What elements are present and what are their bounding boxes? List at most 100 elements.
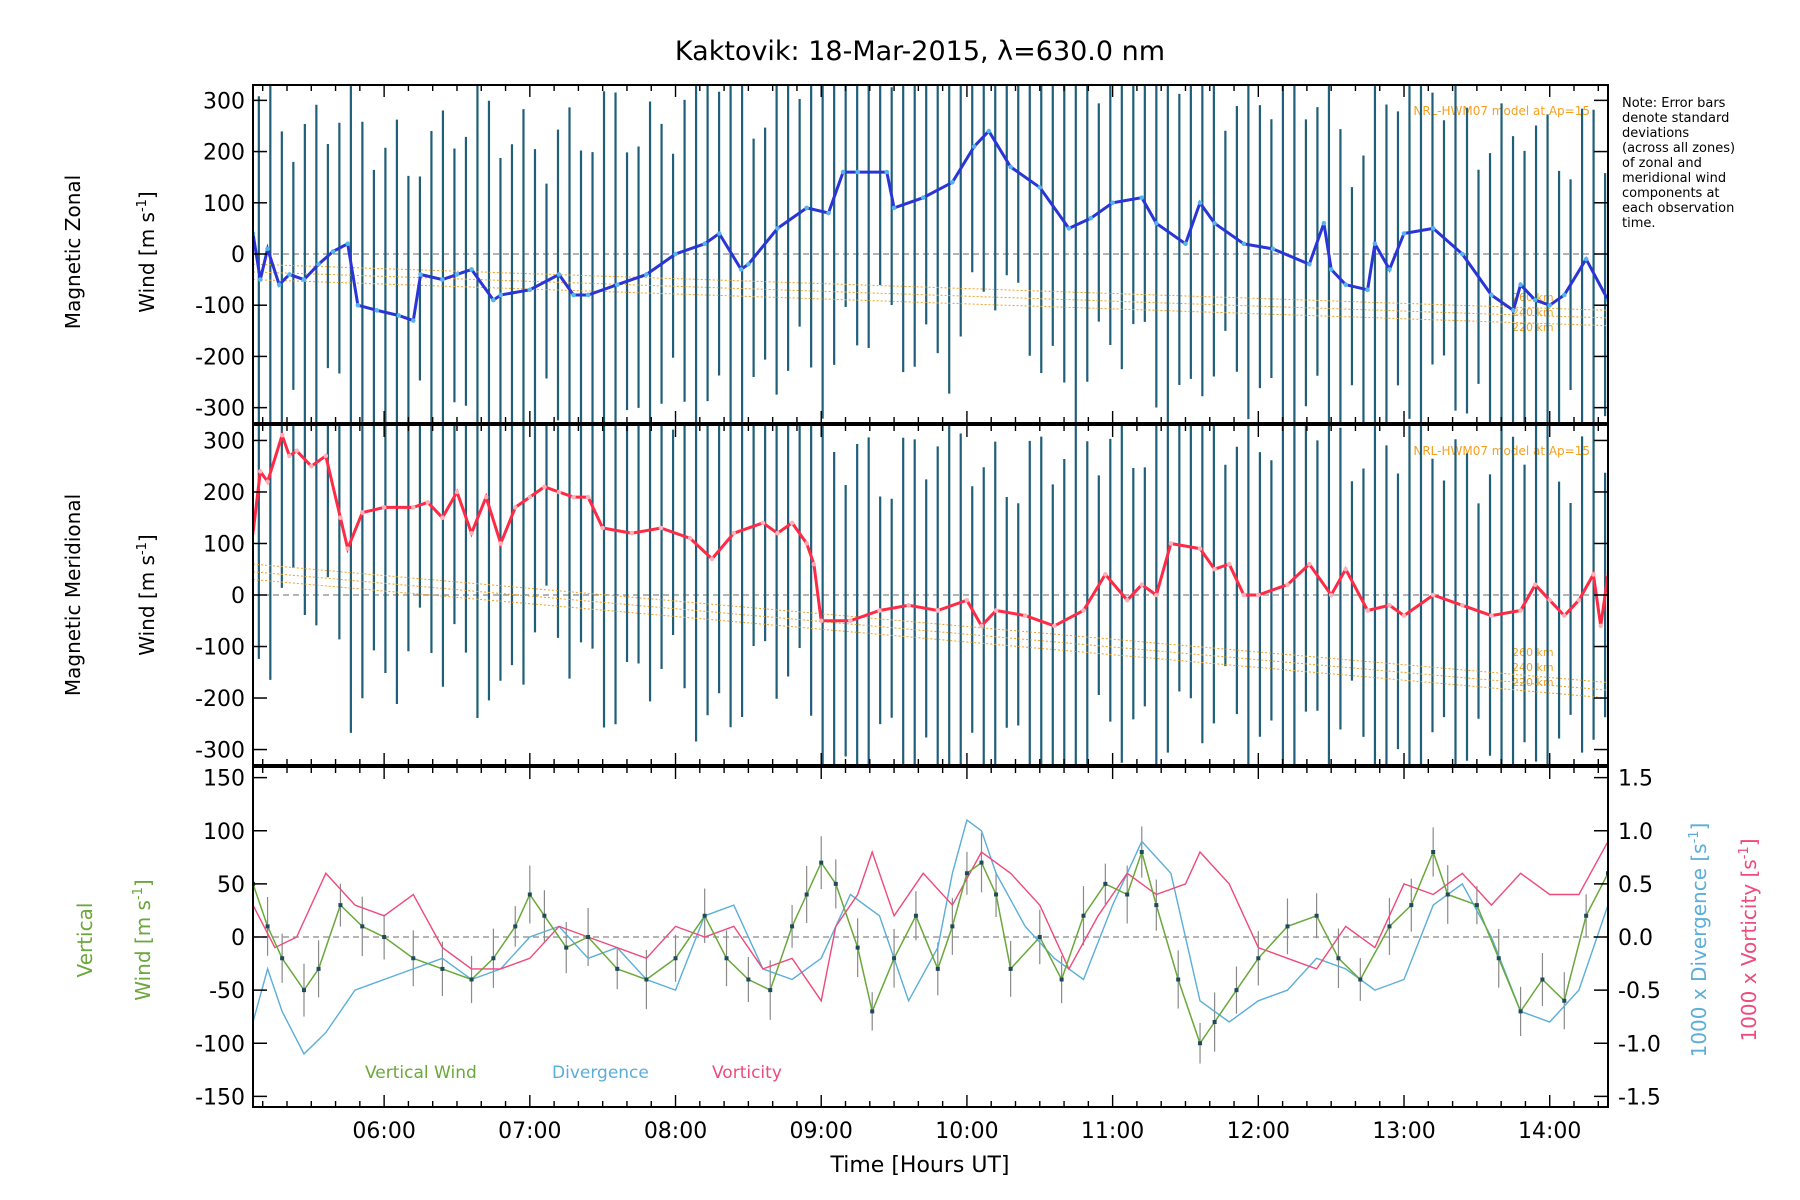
wind-point — [1052, 623, 1057, 629]
wind-point — [330, 249, 336, 254]
vertical-wind-point — [1081, 913, 1086, 918]
wind-point — [571, 494, 576, 500]
wind-point — [1547, 597, 1553, 603]
vertical-wind-point — [1445, 892, 1450, 897]
wind-point — [1103, 572, 1108, 577]
wind-point — [355, 302, 361, 308]
note-line: meridional wind — [1622, 171, 1727, 186]
wind-point — [1387, 267, 1392, 272]
wind-point — [1081, 608, 1086, 613]
x-tick-label: 09:00 — [790, 1119, 853, 1144]
wind-point — [440, 277, 445, 282]
vertical-wind-point — [1562, 998, 1567, 1003]
wind-point — [556, 489, 562, 495]
wind-point — [542, 484, 547, 490]
vertical-wind-point — [280, 956, 285, 961]
right-tick-label: -1.5 — [1618, 1085, 1661, 1110]
wind-point — [1008, 164, 1013, 170]
vertical-ylabel-line2: Wind [m s-1] — [131, 879, 155, 1000]
vertical-wind-point — [1125, 892, 1130, 897]
wind-point — [848, 618, 853, 624]
wind-point — [1372, 241, 1378, 247]
wind-point — [935, 608, 941, 613]
wind-point — [1591, 572, 1596, 577]
wind-point — [585, 494, 591, 500]
wind-point — [1547, 302, 1553, 308]
wind-point — [345, 241, 351, 247]
wind-point — [673, 251, 678, 257]
zonal-wind-line — [253, 128, 1608, 323]
wind-point — [1518, 282, 1523, 288]
y-tick-label: 0 — [231, 926, 245, 951]
vertical-wind-point — [1285, 924, 1290, 929]
vertical-wind-point — [316, 966, 321, 971]
vertical-wind-point — [935, 966, 940, 971]
wind-point — [1430, 592, 1436, 598]
wind-point — [374, 308, 380, 313]
wind-point — [1518, 608, 1523, 613]
x-tick-label: 08:00 — [644, 1119, 707, 1144]
model-curve — [253, 579, 1608, 699]
wind-point — [469, 267, 474, 272]
wind-point — [1598, 623, 1604, 629]
meridional-model-alt-220: 220 km — [1512, 676, 1554, 689]
vertical-wind-point — [1256, 956, 1261, 961]
wind-point — [1037, 185, 1043, 190]
vertical-wind-point — [1103, 881, 1108, 886]
wind-point — [775, 530, 780, 536]
vertical-wind-point — [644, 977, 649, 982]
wind-point — [986, 128, 992, 134]
wind-point — [265, 246, 270, 252]
vertical-wind-point — [702, 913, 707, 918]
chart-title: Kaktovik: 18-Mar-2015, λ=630.0 nm — [675, 36, 1165, 67]
vertical-wind-point — [301, 988, 306, 993]
vertical-wind-point — [1198, 1041, 1203, 1046]
wind-point — [731, 530, 737, 536]
wind-point — [644, 272, 649, 277]
vertical-wind-point — [1176, 977, 1181, 982]
y-tick-label: -100 — [195, 636, 245, 661]
vertical-wind-point — [819, 860, 824, 865]
zonal-model-alt-240: 240 km — [1512, 306, 1554, 319]
wind-point — [811, 561, 817, 567]
vertical-wind-point — [1540, 977, 1545, 982]
wind-point — [1124, 597, 1130, 603]
plot-area — [253, 85, 1608, 423]
wind-point — [629, 530, 635, 536]
vertical-wind-point — [527, 892, 532, 897]
plot-area — [253, 818, 1608, 1064]
wind-point — [1307, 561, 1312, 567]
y-tick-label: -200 — [195, 687, 245, 712]
note-line: deviations — [1622, 126, 1690, 141]
vertical-wind-point — [1154, 903, 1159, 908]
wind-point — [1532, 582, 1538, 587]
zonal-model-alt-220: 220 km — [1512, 321, 1554, 334]
vertical-wind-point — [833, 881, 838, 886]
y-tick-label: 100 — [203, 532, 245, 557]
wind-point — [359, 510, 365, 515]
wind-point — [709, 556, 715, 562]
vertical-wind-point — [913, 913, 918, 918]
vertical-wind-point — [964, 871, 969, 876]
wind-point — [512, 505, 518, 510]
note-line: each observation — [1622, 201, 1735, 216]
meridional-wind-panel: Magnetic Meridional Wind [m s-1] NRL-HWM… — [61, 424, 1609, 766]
vertical-wind-point — [790, 924, 795, 929]
wind-point — [498, 541, 503, 546]
wind-point — [1489, 292, 1494, 298]
vorticity-line — [253, 841, 1608, 1003]
vertical-wind-point — [1139, 850, 1144, 854]
wind-point — [1197, 546, 1203, 551]
plot-area — [253, 425, 1608, 765]
right-tick-label: 1.5 — [1618, 767, 1653, 792]
wind-point — [308, 463, 314, 469]
vertical-wind-point — [1358, 977, 1363, 982]
model-curve — [253, 263, 1608, 311]
wind-point — [410, 318, 416, 323]
wind-point — [826, 210, 831, 216]
wind-point — [287, 453, 292, 459]
wind-point — [1212, 220, 1217, 226]
y-tick-label: 200 — [203, 481, 245, 506]
wind-point — [1343, 566, 1349, 572]
wind-point — [702, 241, 707, 247]
